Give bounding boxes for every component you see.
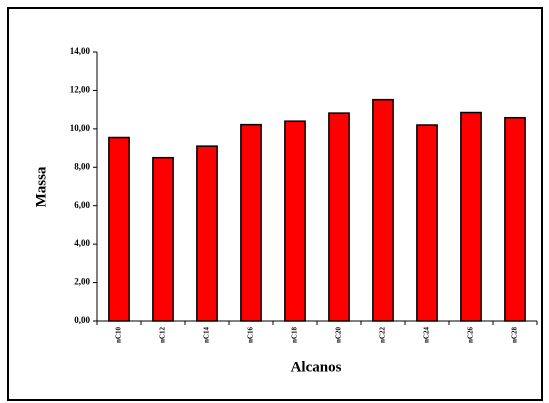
x-tick-label: nC12 [159, 327, 167, 343]
y-axis-label: Massa [33, 166, 49, 207]
y-tick-label: 8,00 [74, 161, 90, 171]
bar [416, 124, 438, 322]
bar [328, 112, 350, 322]
y-tick-label: 2,00 [74, 277, 90, 287]
y-tick-label: 12,00 [70, 84, 91, 94]
x-tick-label: nC24 [423, 327, 431, 343]
x-tick-label: nC22 [379, 327, 387, 343]
bar [108, 136, 130, 322]
x-tick-label: nC26 [467, 327, 475, 343]
x-tick-label: nC28 [511, 327, 519, 343]
bar [240, 123, 262, 322]
y-tick-label: 14,00 [70, 46, 91, 56]
x-tick-label: nC16 [247, 327, 255, 343]
x-tick-label: nC20 [335, 327, 343, 343]
bar [152, 156, 174, 322]
y-tick-label: 4,00 [74, 238, 90, 248]
y-tick-label: 0,00 [74, 315, 90, 325]
y-tick-label: 10,00 [70, 123, 91, 133]
bar [504, 116, 526, 322]
bar [284, 120, 306, 322]
x-axis-label: Alcanos [291, 359, 342, 375]
x-tick-label: nC10 [115, 327, 123, 343]
bar [372, 98, 394, 322]
x-tick-label: nC18 [291, 327, 299, 343]
y-tick-label: 6,00 [74, 200, 90, 210]
bar [460, 111, 482, 322]
bar [196, 145, 218, 322]
x-tick-label: nC14 [203, 327, 211, 343]
